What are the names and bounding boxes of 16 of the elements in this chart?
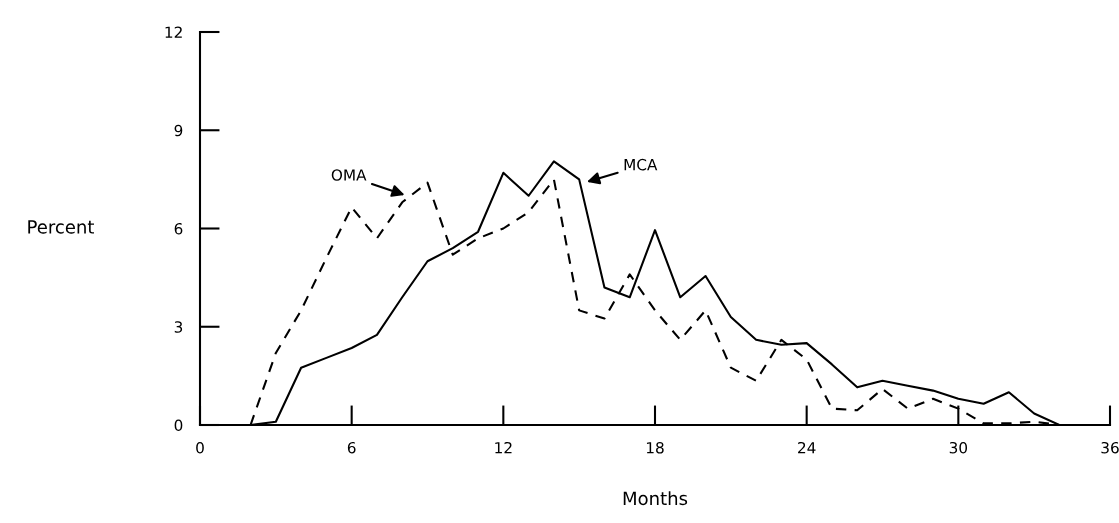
annotation: OMA <box>331 169 367 181</box>
y-tick-label: 6 <box>174 222 183 235</box>
annotation: MCA <box>624 158 658 171</box>
y-axis-title: Percent <box>28 220 95 234</box>
x-tick-label: 30 <box>949 441 968 454</box>
x-tick-label: 12 <box>495 441 512 454</box>
x-tick-label: 6 <box>347 441 356 454</box>
y-tick-label: 12 <box>165 26 182 38</box>
y-tick-label: 3 <box>174 321 183 333</box>
x-tick-label: 36 <box>1101 441 1119 454</box>
y-tick-label: 0 <box>174 419 183 432</box>
x-tick-label: 24 <box>798 441 816 454</box>
x-tick-label: 18 <box>646 441 664 454</box>
x-axis-title: Months <box>623 491 688 506</box>
y-tick-label: 9 <box>174 124 183 137</box>
x-tick-label: 0 <box>196 441 204 454</box>
